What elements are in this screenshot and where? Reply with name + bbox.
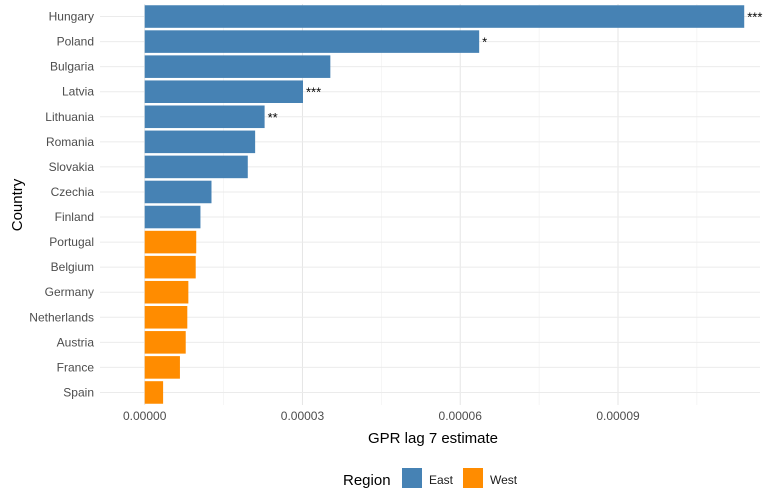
y-tick-label: Lithuania: [45, 110, 94, 124]
y-tick-label: Portugal: [49, 235, 94, 249]
bar-belgium: [144, 255, 196, 279]
y-tick-label: Germany: [45, 285, 94, 299]
y-tick-label: Slovakia: [49, 160, 95, 174]
bar-poland: [144, 30, 480, 53]
x-tick-label: 0.00000: [123, 409, 167, 423]
y-tick-label: Spain: [63, 385, 94, 399]
y-axis-tick-labels: Hungary Poland Bulgaria Latvia Lithuania Roma…: [29, 10, 94, 400]
y-tick-label: France: [57, 360, 95, 374]
bar-france: [144, 356, 180, 379]
bar-hungary: [144, 5, 745, 28]
legend-title: Region: [343, 472, 391, 489]
legend: Region East West: [343, 468, 518, 489]
bar-austria: [144, 331, 186, 354]
significance-label: *: [482, 35, 487, 50]
y-tick-label: Poland: [57, 35, 94, 49]
y-tick-label: Hungary: [49, 10, 94, 24]
y-tick-label: Romania: [46, 135, 94, 149]
y-tick-label: Austria: [57, 335, 95, 349]
bar-romania: [144, 130, 256, 154]
bar-czechia: [144, 180, 212, 204]
bar-portugal: [144, 230, 197, 254]
bar-lithuania: [144, 105, 265, 129]
bars: [144, 5, 745, 404]
bar-slovakia: [144, 155, 248, 179]
bar-finland: [144, 205, 201, 229]
bar-bulgaria: [144, 55, 331, 78]
y-tick-label: Belgium: [51, 260, 94, 274]
significance-label: ***: [306, 85, 321, 100]
x-axis-title: GPR lag 7 estimate: [368, 430, 498, 447]
bar-germany: [144, 280, 189, 304]
bar-netherlands: [144, 306, 188, 329]
legend-label-west: West: [490, 473, 518, 487]
y-tick-label: Netherlands: [29, 310, 94, 324]
x-axis-tick-labels: 0.00000 0.00003 0.00006 0.00009: [123, 409, 640, 423]
y-tick-label: Finland: [55, 210, 94, 224]
x-tick-label: 0.00006: [439, 409, 483, 423]
legend-label-east: East: [429, 473, 454, 487]
x-tick-label: 0.00009: [596, 409, 640, 423]
x-tick-label: 0.00003: [281, 409, 325, 423]
significance-label: ***: [747, 10, 762, 25]
significance-label: **: [268, 110, 278, 125]
y-tick-label: Czechia: [51, 185, 95, 199]
y-tick-label: Bulgaria: [50, 60, 94, 74]
y-tick-label: Latvia: [62, 85, 94, 99]
legend-swatch-east: [402, 468, 422, 488]
significance-labels: *********: [268, 10, 763, 125]
bar-spain: [144, 381, 164, 404]
legend-swatch-west: [463, 468, 483, 488]
y-axis-title: Country: [9, 178, 26, 231]
bar-latvia: [144, 80, 303, 103]
